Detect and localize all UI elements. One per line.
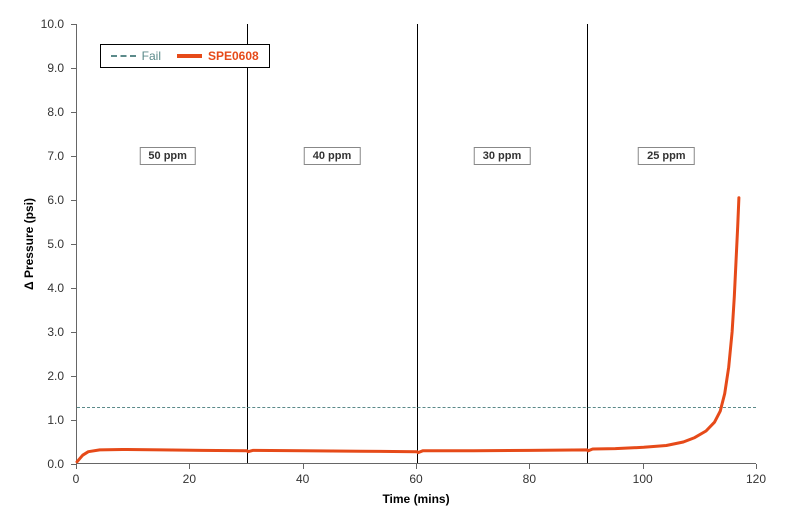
- y-tick-label: 10.0: [0, 17, 64, 31]
- x-tick-label: 80: [523, 472, 536, 486]
- x-tick-label: 40: [296, 472, 309, 486]
- y-tick-mark: [71, 200, 76, 201]
- x-tick-label: 100: [633, 472, 653, 486]
- x-tick-label: 60: [409, 472, 422, 486]
- legend-swatch-series: [177, 54, 202, 58]
- x-tick-mark: [756, 464, 757, 469]
- x-tick-mark: [189, 464, 190, 469]
- x-tick-mark: [76, 464, 77, 469]
- y-tick-label: 3.0: [0, 325, 64, 339]
- y-tick-mark: [71, 244, 76, 245]
- y-tick-mark: [71, 332, 76, 333]
- y-axis-title: Δ Pressure (psi): [22, 198, 36, 290]
- plot-area: 50 ppm40 ppm30 ppm25 ppmFailSPE0608: [76, 24, 756, 464]
- x-tick-mark: [416, 464, 417, 469]
- y-tick-mark: [71, 376, 76, 377]
- x-tick-label: 0: [73, 472, 80, 486]
- x-tick-label: 120: [746, 472, 766, 486]
- legend: Fail SPE0608: [100, 44, 270, 68]
- legend-label-fail: Fail: [142, 49, 161, 63]
- y-tick-mark: [71, 24, 76, 25]
- legend-label-series: SPE0608: [208, 49, 259, 63]
- legend-swatch-fail: [111, 55, 136, 57]
- x-tick-mark: [643, 464, 644, 469]
- y-tick-label: 0.0: [0, 457, 64, 471]
- y-tick-mark: [71, 112, 76, 113]
- y-tick-label: 1.0: [0, 413, 64, 427]
- y-tick-label: 9.0: [0, 61, 64, 75]
- series-line: [77, 24, 757, 464]
- y-tick-mark: [71, 68, 76, 69]
- y-tick-mark: [71, 288, 76, 289]
- x-tick-mark: [529, 464, 530, 469]
- x-axis-title: Time (mins): [382, 492, 449, 506]
- pressure-time-chart: 50 ppm40 ppm30 ppm25 ppmFailSPE06080.01.…: [0, 0, 800, 527]
- y-tick-mark: [71, 156, 76, 157]
- x-tick-mark: [303, 464, 304, 469]
- y-tick-label: 2.0: [0, 369, 64, 383]
- y-tick-label: 7.0: [0, 149, 64, 163]
- y-tick-label: 8.0: [0, 105, 64, 119]
- y-tick-mark: [71, 420, 76, 421]
- x-tick-label: 20: [183, 472, 196, 486]
